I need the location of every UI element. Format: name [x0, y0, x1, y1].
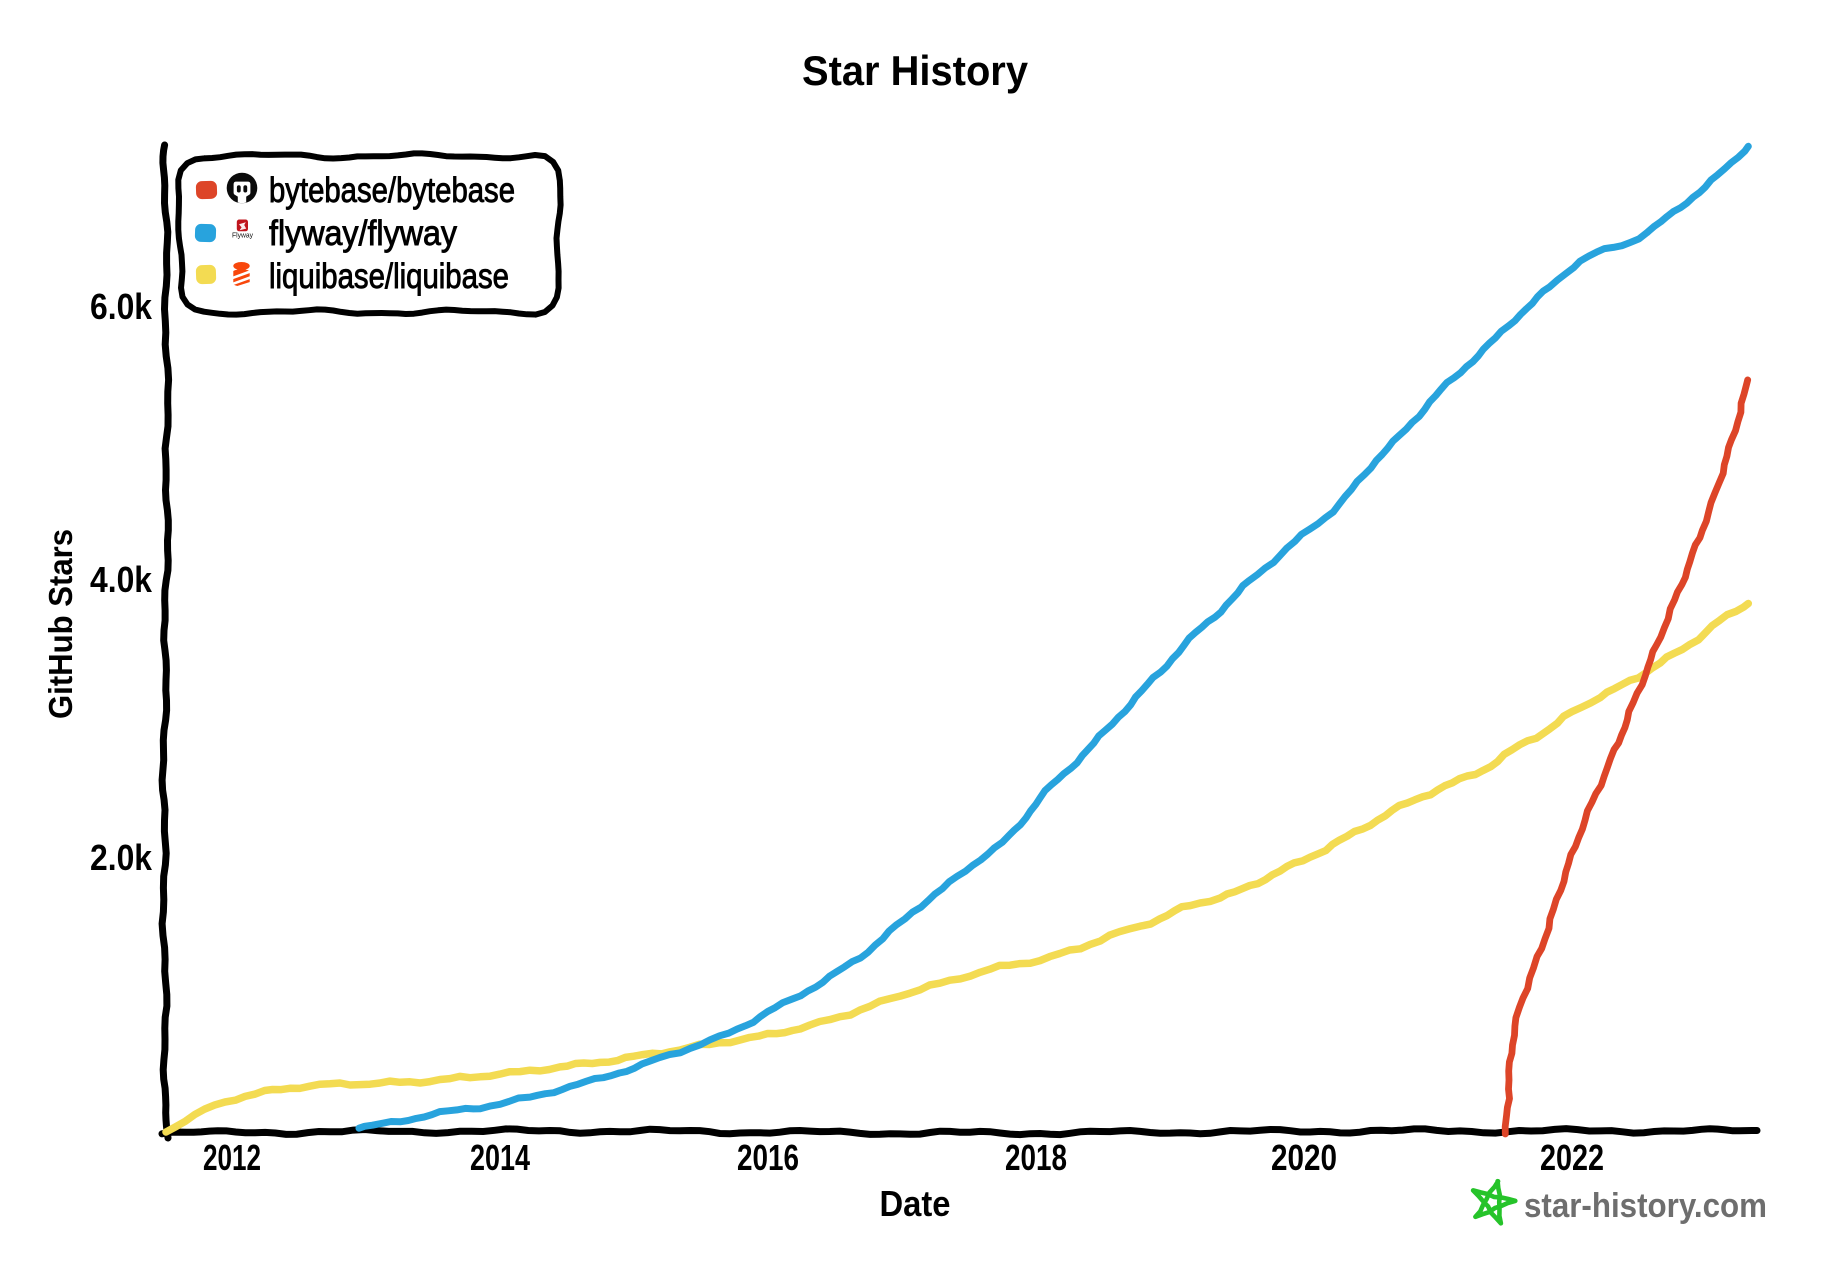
- svg-text:4.0k: 4.0k: [90, 559, 153, 600]
- svg-text:GitHub Stars: GitHub Stars: [42, 529, 79, 719]
- svg-text:Date: Date: [880, 1183, 951, 1224]
- svg-text:flyway/flyway: flyway/flyway: [269, 214, 457, 253]
- svg-text:2018: 2018: [1005, 1137, 1067, 1178]
- svg-text:Flyway: Flyway: [232, 233, 253, 240]
- svg-text:2016: 2016: [737, 1137, 799, 1178]
- svg-text:bytebase/bytebase: bytebase/bytebase: [269, 171, 515, 210]
- svg-text:6.0k: 6.0k: [90, 286, 153, 327]
- svg-text:liquibase/liquibase: liquibase/liquibase: [269, 257, 509, 296]
- svg-text:2014: 2014: [470, 1137, 530, 1178]
- svg-text:2.0k: 2.0k: [90, 837, 153, 878]
- svg-text:Star History: Star History: [802, 47, 1029, 94]
- svg-text:2022: 2022: [1540, 1137, 1604, 1178]
- svg-text:star-history.com: star-history.com: [1524, 1187, 1767, 1225]
- svg-text:2012: 2012: [203, 1137, 261, 1178]
- svg-text:2020: 2020: [1271, 1137, 1337, 1178]
